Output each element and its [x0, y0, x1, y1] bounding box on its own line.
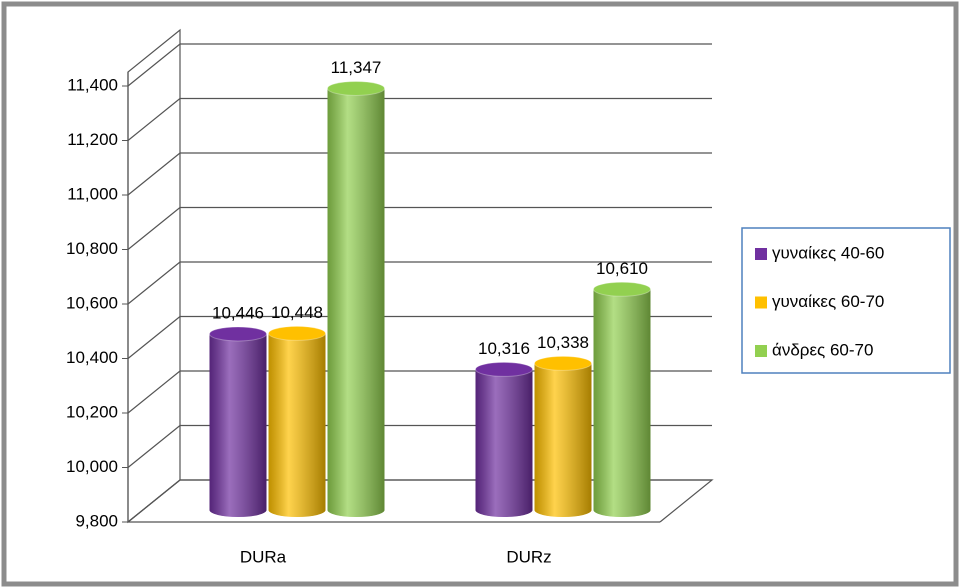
y-tick-label: 10,000: [66, 457, 118, 476]
grid-line: [127, 43, 712, 87]
cylinder-shade: [209, 333, 267, 517]
data-label: 10,448: [271, 303, 323, 322]
cylinder-top: [593, 281, 651, 297]
data-label: 10,610: [596, 259, 648, 278]
cylinder-shade: [475, 369, 533, 517]
data-label: 11,347: [331, 58, 382, 77]
legend-label: άνδρες 60-70: [772, 340, 873, 359]
cylinder: [593, 281, 651, 517]
cylinder-top: [327, 80, 385, 96]
grid-line: [127, 206, 712, 250]
legend-label: γυναίκες 40-60: [772, 243, 884, 262]
y-tick-label: 10,400: [66, 348, 118, 367]
cylinder-top: [534, 355, 592, 371]
cylinder-shade: [593, 289, 651, 517]
cylinder: [534, 355, 592, 517]
cylinder: [209, 326, 267, 517]
cylinder: [327, 80, 385, 517]
legend-swatch: [755, 345, 767, 357]
y-tick-label: 10,800: [66, 239, 118, 258]
legend: γυναίκες 40-60 γυναίκες 60-70 άνδρες 60-70: [741, 227, 951, 374]
legend-label: γυναίκες 60-70: [772, 292, 884, 311]
data-label: 10,446: [212, 303, 264, 322]
y-tick-label: 11,000: [67, 184, 118, 203]
cylinder: [268, 325, 326, 517]
cylinder-top: [475, 361, 533, 377]
cylinder-shade: [268, 333, 326, 517]
data-label: 10,338: [537, 333, 589, 352]
legend-swatch: [755, 296, 767, 309]
cylinder-shade: [534, 363, 592, 517]
data-label: 10,316: [478, 339, 530, 358]
cylinder-shade: [327, 88, 385, 517]
legend-box: [741, 227, 951, 374]
grid-line: [127, 315, 712, 359]
cylinder: [475, 361, 533, 517]
y-tick-label: 9,800: [75, 511, 118, 530]
grid-line: [127, 152, 712, 196]
grid-line: [127, 261, 712, 305]
y-tick-label: 11,200: [67, 130, 118, 149]
y-tick-label: 11,400: [67, 75, 118, 94]
y-tick-label: 10,600: [66, 293, 118, 312]
grid-line: [127, 97, 712, 141]
x-tick-label: DURa: [240, 547, 287, 566]
cylinder-top: [268, 325, 326, 341]
x-tick-label: DURz: [506, 547, 551, 566]
y-tick-label: 10,200: [66, 402, 118, 421]
legend-swatch: [755, 248, 767, 260]
cylinder-top: [209, 326, 267, 342]
